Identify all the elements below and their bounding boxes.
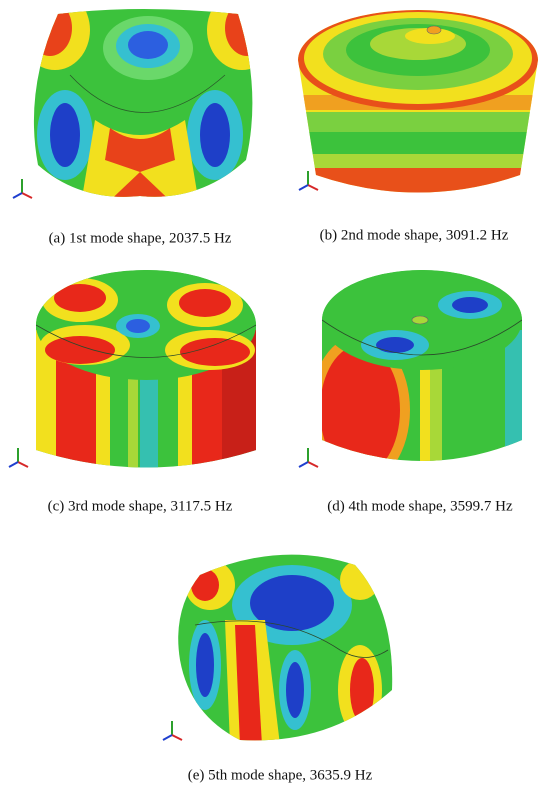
mode-shape-b [298, 10, 538, 193]
mode-shape-c [36, 270, 256, 468]
axis-triads [8, 171, 319, 741]
mode-shape-a [33, 9, 253, 197]
mode-shape-d [322, 270, 522, 461]
caption: (e) 5th mode shape, 3635.9 Hz [188, 767, 373, 783]
caption: (b) 2nd mode shape, 3091.2 Hz [320, 227, 509, 243]
mode-shape-e [178, 554, 393, 741]
caption: (d) 4th mode shape, 3599.7 Hz [327, 498, 513, 514]
caption: (c) 3rd mode shape, 3117.5 Hz [48, 498, 233, 514]
caption: (a) 1st mode shape, 2037.5 Hz [49, 230, 232, 246]
